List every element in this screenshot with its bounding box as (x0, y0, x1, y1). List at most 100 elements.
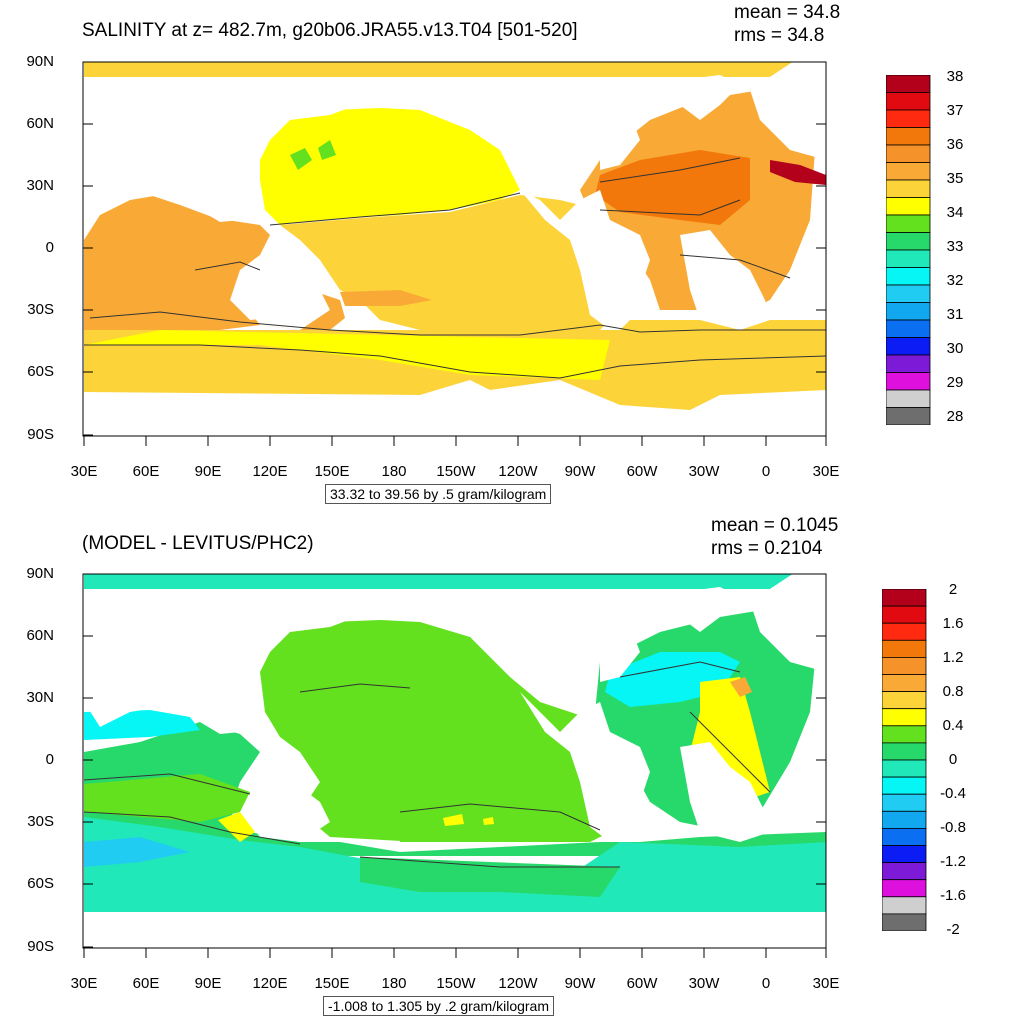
x-label: 120E (252, 463, 288, 480)
colorbar-segment (882, 639, 927, 658)
colorbar-segment (886, 232, 931, 251)
y-label: 90S (27, 938, 54, 955)
y-label: 60S (27, 875, 54, 892)
colorbar-label: 36 (946, 136, 964, 153)
x-ticks (83, 948, 827, 958)
colorbar-segment (886, 337, 931, 356)
colorbar-label: 1.6 (942, 615, 964, 632)
colorbar-segment (882, 810, 927, 829)
colorbar-label: -1.6 (940, 887, 966, 904)
colorbar-segment (886, 109, 931, 128)
colorbar-label: 2 (948, 581, 958, 598)
x-ticks (83, 436, 827, 446)
x-label: 120W (498, 463, 538, 480)
colorbar-segment (886, 144, 931, 163)
colorbar-segment (886, 127, 931, 146)
x-label: 150E (314, 463, 350, 480)
panel-title: SALINITY at z= 482.7m, g20b06.JRA55.v13.… (82, 20, 578, 41)
colorbar-segment (882, 759, 927, 778)
colorbar-label: 0 (948, 751, 958, 768)
y-label: 0 (45, 751, 54, 768)
colorbar-segment (882, 742, 927, 761)
colorbar-segment (882, 657, 927, 675)
colorbar-segment (886, 354, 931, 373)
map-plot (82, 552, 827, 958)
colorbar-segment (882, 691, 927, 710)
y-ticks (83, 61, 826, 436)
difference-panel: (MODEL - LEVITUS/PHC2) mean = 0.1045 rms… (0, 512, 1024, 1024)
x-label: 90E (194, 463, 222, 480)
rms-stat: rms = 0.2104 (711, 538, 823, 559)
x-label: 90W (564, 463, 596, 480)
x-label: 30W (688, 975, 720, 992)
colorbar-label: -0.8 (940, 819, 966, 836)
colorbar-segment (886, 92, 931, 111)
x-label: 120E (252, 975, 288, 992)
colorbar-label: -1.2 (940, 853, 966, 870)
y-label: 30S (27, 813, 54, 830)
colorbar-segment (882, 827, 927, 846)
x-label: 180 (381, 975, 407, 992)
x-label: 30E (812, 975, 840, 992)
y-label: 60S (27, 363, 54, 380)
colorbar-segment (886, 75, 931, 93)
contour-info: 33.32 to 39.56 by .5 gram/kilogram (325, 484, 552, 504)
y-label: 90S (27, 426, 54, 443)
colorbar-label: -0.4 (940, 785, 966, 802)
panel-title: (MODEL - LEVITUS/PHC2) (82, 533, 314, 554)
colorbar-segment (886, 267, 931, 286)
colorbar-segment (882, 776, 927, 795)
colorbar-segment (882, 605, 927, 624)
y-label: 0 (45, 239, 54, 256)
contour-info: -1.008 to 1.305 by .2 gram/kilogram (323, 996, 555, 1016)
colorbar-label: 35 (946, 170, 964, 187)
salinity-panel: SALINITY at z= 482.7m, g20b06.JRA55.v13.… (26, 2, 964, 504)
colorbar-label: 34 (946, 204, 964, 221)
colorbar-segment (882, 708, 927, 727)
x-label: 30E (70, 975, 98, 992)
colorbar-label: 30 (946, 340, 964, 357)
colorbar-label: 28 (946, 408, 964, 425)
colorbar-label: -2 (946, 921, 960, 938)
colorbar-label: 1.2 (942, 649, 964, 666)
colorbar-segment (882, 879, 927, 898)
x-label: 30E (812, 463, 840, 480)
x-label: 120W (498, 975, 538, 992)
colorbar-segment (886, 407, 931, 425)
colorbar-segment (886, 284, 931, 303)
x-label: 0 (761, 975, 771, 992)
x-label: 60E (132, 975, 160, 992)
colorbar-segment (882, 589, 927, 607)
y-label: 60N (26, 627, 54, 644)
y-label: 30N (26, 177, 54, 194)
colorbar-segment (886, 179, 931, 198)
colorbar-label: 33 (946, 238, 964, 255)
colorbar-label: 0.4 (942, 717, 964, 734)
rms-stat: rms = 34.8 (734, 25, 825, 46)
x-label: 180 (381, 463, 407, 480)
x-label: 90W (564, 975, 596, 992)
x-label: 150W (436, 463, 476, 480)
x-label: 30E (70, 463, 98, 480)
colorbar-label: 29 (946, 374, 964, 391)
y-label: 30S (27, 301, 54, 318)
y-ticks (83, 573, 826, 948)
x-label: 90E (194, 975, 222, 992)
x-label: 60W (626, 975, 658, 992)
mean-stat: mean = 34.8 (734, 2, 841, 23)
y-label: 30N (26, 689, 54, 706)
colorbar-segment (882, 725, 927, 744)
x-label: 60E (132, 463, 160, 480)
y-label: 90N (26, 565, 54, 582)
colorbar-segment (886, 197, 931, 216)
colorbar-segment (886, 389, 931, 408)
colorbar-segment (882, 622, 927, 641)
colorbar-segment (882, 896, 927, 915)
y-label: 90N (26, 53, 54, 70)
colorbar-label: 0.8 (942, 683, 964, 700)
colorbar-segment (882, 674, 927, 693)
x-label: 30W (688, 463, 720, 480)
colorbar (882, 589, 927, 931)
colorbar-segment (886, 319, 931, 338)
mean-stat: mean = 0.1045 (711, 515, 839, 536)
